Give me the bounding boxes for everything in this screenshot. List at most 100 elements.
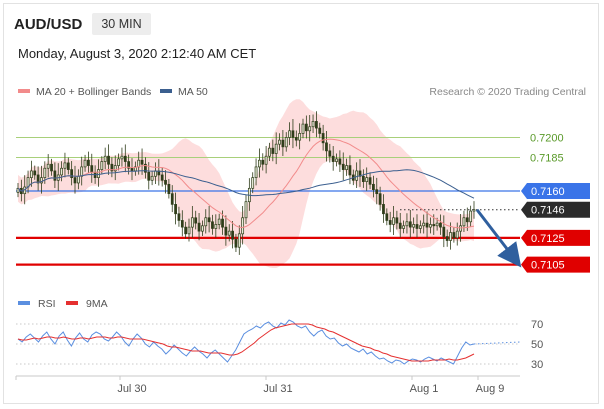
- candle-body: [103, 155, 107, 162]
- candle-body: [100, 161, 104, 170]
- candle-body: [311, 121, 315, 128]
- candle-body: [204, 217, 208, 227]
- candle-body: [130, 167, 134, 172]
- candle-body: [294, 137, 298, 141]
- candle-body: [60, 167, 63, 176]
- candle-body: [184, 226, 188, 235]
- candle-body: [237, 233, 241, 248]
- candle-body: [154, 170, 157, 177]
- candle-body: [214, 224, 218, 229]
- candle-body: [304, 123, 308, 132]
- candle-body: [449, 232, 452, 241]
- candle-body: [365, 177, 369, 182]
- candle-body: [197, 222, 201, 232]
- candle-body: [224, 226, 228, 236]
- candle-body: [318, 127, 322, 134]
- candle-body: [452, 232, 456, 239]
- bollinger-band: [18, 99, 474, 268]
- candle-body: [372, 183, 375, 191]
- candle-body: [465, 217, 469, 223]
- candle-body: [361, 175, 365, 182]
- candle-body: [231, 230, 234, 240]
- candle-body: [217, 218, 221, 225]
- candle-body: [160, 174, 164, 181]
- chart-header: AUD/USD 30 MIN: [14, 13, 151, 35]
- candle-body: [415, 224, 419, 229]
- candle-body: [402, 225, 405, 229]
- ma9-legend-swatch: [66, 301, 78, 305]
- level-label-0.7160: 0.7160: [531, 186, 565, 198]
- candle-body: [268, 147, 271, 157]
- candle-body: [110, 163, 114, 172]
- candle-body: [97, 169, 100, 178]
- candle-body: [167, 183, 171, 195]
- ma9-legend-label: 9MA: [86, 298, 108, 310]
- candle-body: [398, 222, 402, 229]
- candle-body: [422, 222, 426, 227]
- candle-body: [368, 177, 372, 185]
- x-tick-label: Jul 30: [117, 383, 146, 395]
- candle-body: [445, 236, 449, 241]
- candle-body: [244, 201, 248, 219]
- ma20-legend-swatch: [18, 89, 30, 93]
- candle-body: [298, 133, 302, 141]
- candle-body: [284, 137, 288, 148]
- x-tick-label: Jul 31: [263, 383, 292, 395]
- candle-body: [70, 169, 74, 178]
- candle-body: [251, 177, 255, 189]
- candle-body: [241, 217, 245, 235]
- chart-datetime: Monday, August 3, 2020 2:12:40 AM CET: [18, 46, 257, 61]
- timeframe-badge[interactable]: 30 MIN: [92, 13, 151, 35]
- candle-body: [36, 174, 40, 184]
- candle-body: [87, 159, 90, 166]
- candle-body: [177, 213, 181, 221]
- candle-body: [425, 222, 429, 228]
- rsi-tick-30: 30: [531, 359, 543, 371]
- candle-body: [432, 224, 436, 227]
- rsi-ma9-line: [17, 323, 475, 362]
- candle-body: [378, 193, 382, 205]
- candle-body: [331, 155, 335, 162]
- candle-body: [348, 165, 352, 176]
- candle-body: [164, 179, 167, 185]
- candle-body: [405, 221, 409, 227]
- candle-body: [301, 123, 305, 134]
- candle-body: [388, 220, 392, 225]
- candle-body: [180, 220, 184, 228]
- candle-body: [30, 170, 33, 178]
- candle-body: [150, 175, 154, 181]
- candle-body: [345, 165, 348, 170]
- candle-body: [40, 177, 43, 184]
- candle-body: [80, 166, 84, 177]
- candle-body: [201, 225, 204, 232]
- candle-body: [328, 150, 332, 157]
- candle-body: [288, 130, 291, 138]
- ma50-legend-label: MA 50: [178, 86, 208, 98]
- candle-body: [264, 155, 268, 165]
- candle-body: [439, 222, 442, 228]
- candle-body: [140, 159, 144, 165]
- level-tag-0.7160: [521, 183, 590, 199]
- candle-body: [221, 218, 224, 228]
- candle-body: [261, 159, 265, 165]
- candle-body: [341, 163, 345, 170]
- candle-body: [90, 165, 94, 173]
- candle-body: [50, 163, 53, 172]
- candle-body: [107, 155, 110, 165]
- candle-body: [207, 217, 211, 223]
- candle-body: [358, 170, 362, 177]
- candle-body: [227, 230, 231, 236]
- candle-body: [321, 133, 325, 144]
- level-tag-0.7125: [521, 229, 590, 246]
- x-tick-label: Aug 9: [476, 383, 505, 395]
- candle-body: [76, 175, 80, 184]
- candle-body: [281, 139, 285, 148]
- candle-body: [442, 226, 446, 237]
- candle-body: [375, 189, 379, 195]
- level-label-0.7105: 0.7105: [531, 260, 565, 272]
- level-tag-0.7146: [521, 201, 590, 218]
- candle-body: [174, 204, 177, 215]
- candle-body: [147, 171, 151, 181]
- main-chart-area: 0.7200 0.7185 0.7160 0.7146 0.7125 0.7105: [16, 99, 590, 273]
